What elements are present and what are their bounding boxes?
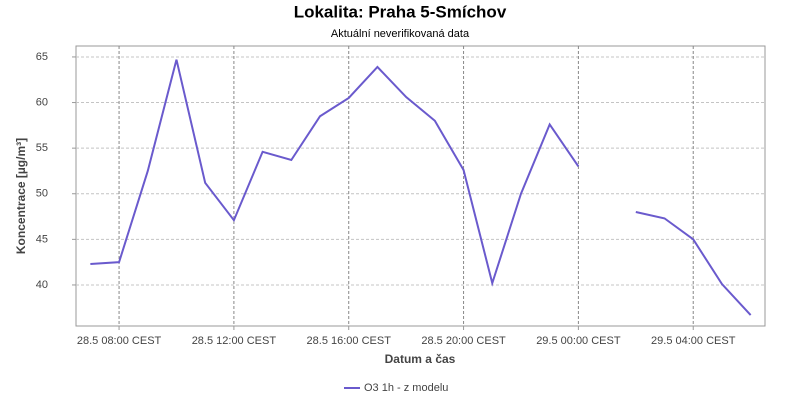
y-tick-label: 65 — [36, 51, 48, 63]
x-tick-label: 28.5 20:00 CEST — [421, 335, 506, 347]
y-tick-label: 55 — [36, 142, 48, 154]
y-axis-label: Koncentrace [µg/m³] — [14, 138, 28, 254]
x-tick-label: 28.5 16:00 CEST — [307, 335, 392, 347]
y-tick-label: 40 — [36, 279, 48, 291]
y-tick-label: 60 — [36, 96, 48, 108]
x-axis-label: Datum a čas — [385, 352, 456, 366]
x-tick-label: 29.5 04:00 CEST — [651, 335, 736, 347]
legend-label: O3 1h - z modelu — [364, 382, 448, 394]
x-tick-label: 28.5 12:00 CEST — [192, 335, 277, 347]
x-tick-label: 28.5 08:00 CEST — [77, 335, 162, 347]
chart-title: Lokalita: Praha 5-Smíchov — [294, 2, 507, 21]
chart-subtitle: Aktuální neverifikovaná data — [331, 28, 470, 40]
data-line — [90, 59, 752, 316]
x-tick-label: 29.5 00:00 CEST — [536, 335, 621, 347]
plot-area — [75, 45, 766, 327]
y-tick-label: 50 — [36, 188, 48, 200]
y-tick-label: 45 — [36, 233, 48, 245]
